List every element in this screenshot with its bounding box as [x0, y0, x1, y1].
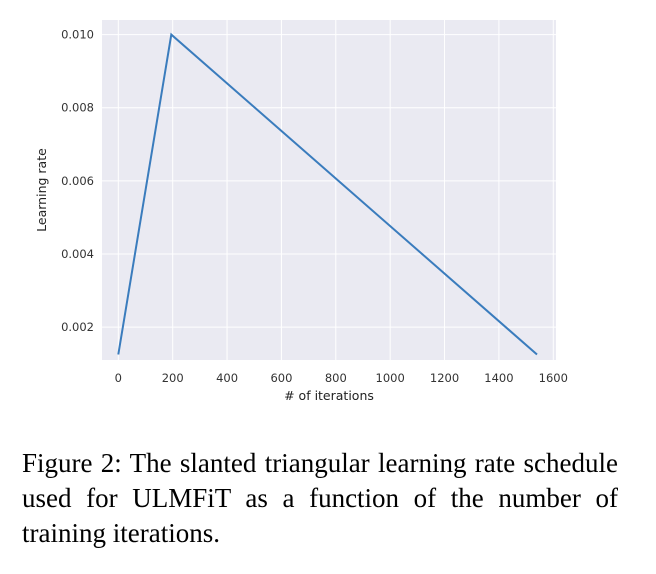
- y-tick-label: 0.002: [61, 320, 94, 334]
- x-tick-label: 800: [325, 371, 347, 385]
- x-axis-label: # of iterations: [284, 388, 374, 403]
- x-tick-label: 600: [270, 371, 292, 385]
- x-tick-label: 1000: [376, 371, 405, 385]
- y-tick-label: 0.008: [61, 101, 94, 115]
- learning-rate-chart: 0 200 400 600 800 1000 1200 1400 1600 0.002 0.004…: [34, 20, 568, 403]
- x-tick-label: 1200: [430, 371, 459, 385]
- x-gridlines: [117, 20, 554, 360]
- y-axis-label: Learning rate: [34, 148, 49, 232]
- y-tick-labels: 0.002 0.004 0.006 0.008 0.010: [61, 28, 94, 334]
- x-tick-label: 200: [162, 371, 184, 385]
- y-gridlines: [102, 34, 556, 328]
- learning-rate-line: [117, 32, 538, 356]
- x-tick-label: 400: [216, 371, 238, 385]
- x-tick-label: 1600: [539, 371, 568, 385]
- y-tick-label: 0.004: [61, 247, 94, 261]
- x-tick-label: 1400: [484, 371, 513, 385]
- y-tick-label: 0.006: [61, 174, 94, 188]
- y-tick-label: 0.010: [61, 28, 94, 42]
- plot-background: [102, 20, 556, 360]
- x-tick-labels: 0 200 400 600 800 1000 1200 1400 1600: [115, 371, 568, 385]
- figure-caption: Figure 2: The slanted triangular learnin…: [22, 448, 618, 548]
- x-tick-label: 0: [115, 371, 122, 385]
